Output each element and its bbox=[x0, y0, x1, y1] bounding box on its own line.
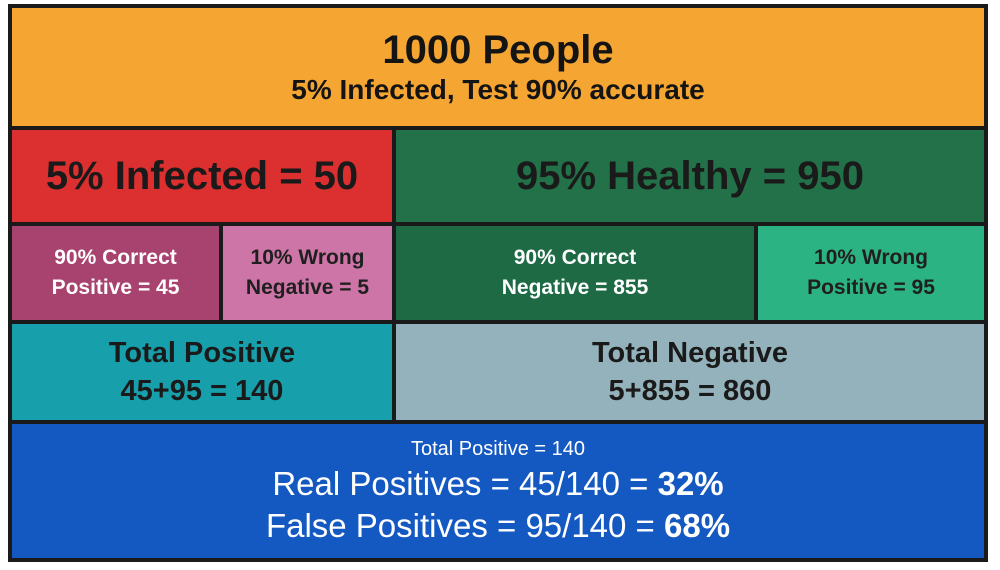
breakdown-line1: 10% Wrong bbox=[250, 246, 365, 269]
total-negative-label: Total Negative bbox=[591, 337, 789, 369]
healthy-label: 95% Healthy = 950 bbox=[516, 153, 864, 198]
infected-label: 5% Infected = 50 bbox=[45, 153, 359, 198]
total-negative-calc: 5+855 = 860 bbox=[608, 375, 772, 407]
breakdown-line2: Positive = 45 bbox=[51, 276, 180, 299]
breakdown-line1: 10% Wrong bbox=[814, 246, 928, 269]
summary-real-positives: Real Positives = 45/140 = 32% bbox=[272, 463, 723, 505]
total-positive-box: Total Positive 45+95 = 140 bbox=[12, 324, 392, 420]
infected-correct-positive-box: 90% Correct Positive = 45 bbox=[12, 226, 219, 320]
healthy-wrong-positive-box: 10% Wrong Positive = 95 bbox=[758, 226, 984, 320]
total-negative-box: Total Negative 5+855 = 860 bbox=[396, 324, 984, 420]
real-positives-percent: 32% bbox=[657, 465, 724, 502]
summary-total-positive: Total Positive = 140 bbox=[411, 438, 585, 460]
healthy-correct-negative-box: 90% Correct Negative = 855 bbox=[396, 226, 754, 320]
header-subtitle-bold: 5% Infected bbox=[291, 74, 447, 105]
infected-wrong-negative-box: 10% Wrong Negative = 5 bbox=[223, 226, 392, 320]
breakdown-line1: 90% Correct bbox=[513, 246, 637, 269]
total-positive-label: Total Positive bbox=[108, 337, 296, 369]
header-box: 1000 People 5% Infected, Test 90% accura… bbox=[12, 8, 984, 126]
summary-false-positives: False Positives = 95/140 = 68% bbox=[266, 505, 730, 547]
total-positive-calc: 45+95 = 140 bbox=[120, 375, 284, 407]
header-title: 1000 People bbox=[382, 28, 614, 72]
false-positives-text: False Positives = 95/140 = bbox=[265, 507, 664, 544]
breakdown-line2: Positive = 95 bbox=[807, 276, 935, 299]
breakdown-line2: Negative = 5 bbox=[245, 276, 370, 299]
real-positives-text: Real Positives = 45/140 = bbox=[272, 465, 658, 502]
infected-box: 5% Infected = 50 bbox=[12, 130, 392, 222]
breakdown-line1: 90% Correct bbox=[54, 246, 177, 269]
summary-box: Total Positive = 140 Real Positives = 45… bbox=[12, 424, 984, 558]
diagram-frame: 1000 People 5% Infected, Test 90% accura… bbox=[8, 4, 988, 562]
healthy-box: 95% Healthy = 950 bbox=[396, 130, 984, 222]
header-subtitle-rest: , Test 90% accurate bbox=[446, 74, 705, 105]
header-subtitle: 5% Infected, Test 90% accurate bbox=[291, 73, 704, 107]
breakdown-line2: Negative = 855 bbox=[501, 276, 649, 299]
false-positives-percent: 68% bbox=[664, 507, 731, 544]
